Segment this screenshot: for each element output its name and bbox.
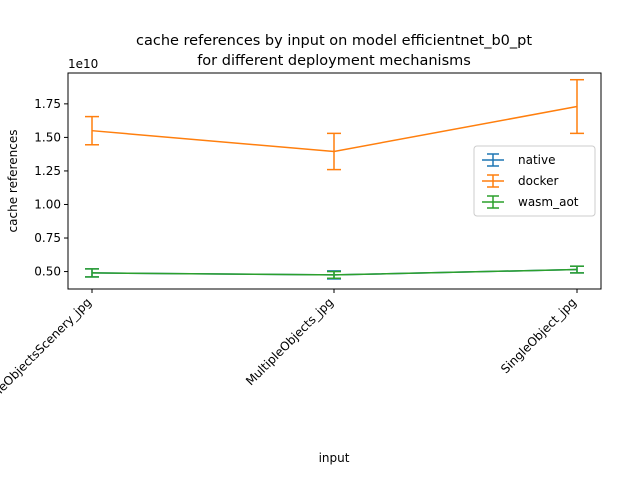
legend-entry-native: native <box>482 153 555 167</box>
legend-entry-docker: docker <box>482 174 558 188</box>
y-tick-label: 1.25 <box>34 164 61 178</box>
series-docker <box>85 78 584 171</box>
series-wasm_aot <box>85 265 584 280</box>
x-tick-label: SingleObject_jpg <box>498 295 579 376</box>
chart-title-line2: for different deployment mechanisms <box>197 53 471 69</box>
x-tick-label: MultipleObjects_jpg <box>243 295 336 388</box>
legend-entry-wasm_aot: wasm_aot <box>482 195 579 209</box>
series-layer <box>85 78 584 280</box>
chart-title-line1: cache references by input on model effic… <box>136 33 532 49</box>
legend: native docker wasm_aot <box>473 145 596 217</box>
plot-frame <box>67 72 602 290</box>
y-tick-label: 0.75 <box>34 231 61 245</box>
x-tick-label: MultipleObjectsScenery_jpg <box>0 295 94 422</box>
x-axis-label: input <box>319 451 350 465</box>
y-tick-label: 1.75 <box>34 97 61 111</box>
y-axis-label: cache references <box>6 130 20 233</box>
legend-label: native <box>518 153 555 167</box>
legend-label: wasm_aot <box>518 195 579 209</box>
y-offset-label: 1e10 <box>68 57 98 71</box>
y-tick-label: 1.50 <box>34 130 61 144</box>
legend-frame <box>473 145 596 217</box>
legend-label: docker <box>518 174 558 188</box>
y-tick-label: 1.00 <box>34 197 61 211</box>
y-tick-label: 0.50 <box>34 265 61 279</box>
